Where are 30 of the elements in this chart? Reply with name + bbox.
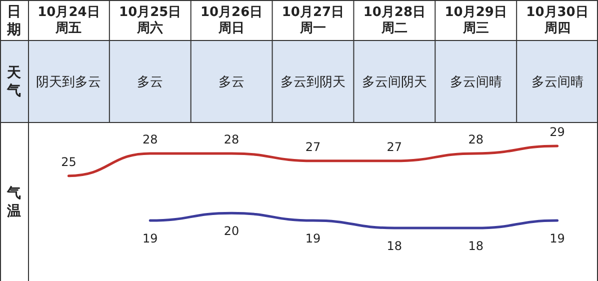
text: 天气 — [6, 65, 22, 99]
data-label: 29 — [550, 125, 565, 139]
y-axis-title: 气温 — [6, 186, 21, 220]
text: 多云 — [218, 75, 245, 90]
data-label: 28 — [142, 132, 158, 146]
data-label: 18 — [386, 239, 402, 253]
text: 多云间晴 — [450, 75, 502, 90]
x-tick-label: 10月25日周六 — [118, 4, 182, 36]
text: 多云到阴天 — [280, 75, 346, 90]
x-tick-label: 10月29日周三 — [444, 4, 508, 36]
x-tick-label: 10月26日周日 — [199, 4, 264, 36]
text: 阴天到多云 — [36, 75, 102, 90]
x-tick-label: 10月27日周一 — [280, 4, 346, 36]
x-tick-label: 10月24日周五 — [36, 4, 101, 36]
x-axis-title: 日期 — [6, 4, 21, 38]
data-label: 27 — [305, 140, 321, 154]
data-label: 19 — [142, 232, 158, 246]
x-tick-label: 10月28日周二 — [362, 4, 426, 36]
text: 多云 — [137, 75, 164, 90]
text: 多云间晴 — [531, 75, 584, 90]
data-label: 25 — [61, 154, 76, 169]
x-tick-label: 10月30日周四 — [525, 4, 590, 36]
data-label: 28 — [468, 132, 484, 146]
data-label: 18 — [468, 239, 484, 253]
data-label: 28 — [224, 132, 240, 146]
data-label: 19 — [550, 232, 565, 246]
data-label: 19 — [305, 232, 321, 246]
data-label: 20 — [224, 224, 240, 238]
text: 多云间阴天 — [362, 75, 427, 90]
data-label: 27 — [386, 140, 402, 154]
